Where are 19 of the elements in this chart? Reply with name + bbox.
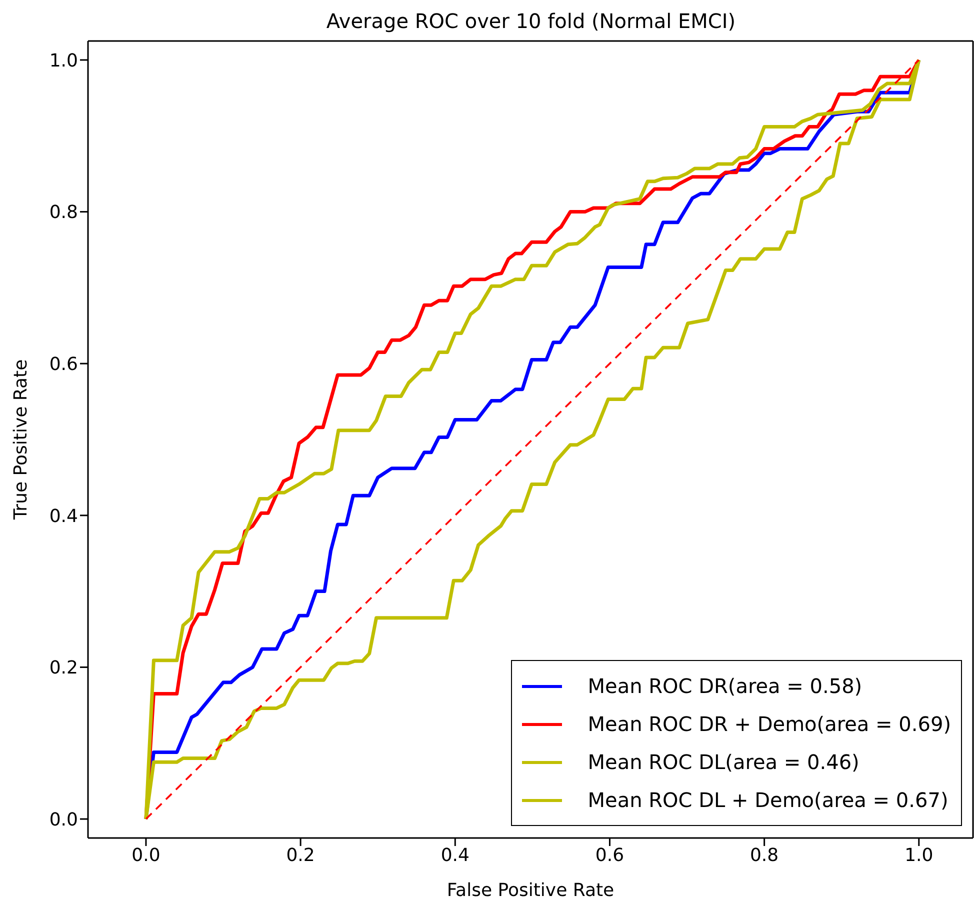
x-tick-label: 0.4 [440,844,470,866]
x-tick-label: 0.2 [286,844,315,866]
y-tick-label: 1.0 [49,50,78,72]
legend-label: Mean ROC DL(area = 0.46) [588,750,860,774]
y-tick-label: 0.8 [49,202,78,224]
y-tick-label: 0.4 [49,506,78,527]
legend-label: Mean ROC DR + Demo(area = 0.69) [588,712,951,736]
y-tick-label: 0.2 [49,658,78,679]
y-tick-label: 0.6 [49,354,78,375]
chart-title: Average ROC over 10 fold (Normal EMCI) [325,8,737,34]
y-axis-title: True Positive Rate [10,359,32,521]
x-axis-title: False Positive Rate [446,880,614,901]
x-tick-label: 0.0 [132,844,160,866]
x-tick-label: 1.0 [904,844,934,866]
x-tick-label: 0.6 [595,844,624,866]
x-tick-label: 0.8 [750,844,779,866]
legend-label: Mean ROC DL + Demo(area = 0.67) [588,788,948,812]
y-tick-label: 0.0 [49,809,78,830]
legend-label: Mean ROC DR(area = 0.58) [588,674,862,698]
